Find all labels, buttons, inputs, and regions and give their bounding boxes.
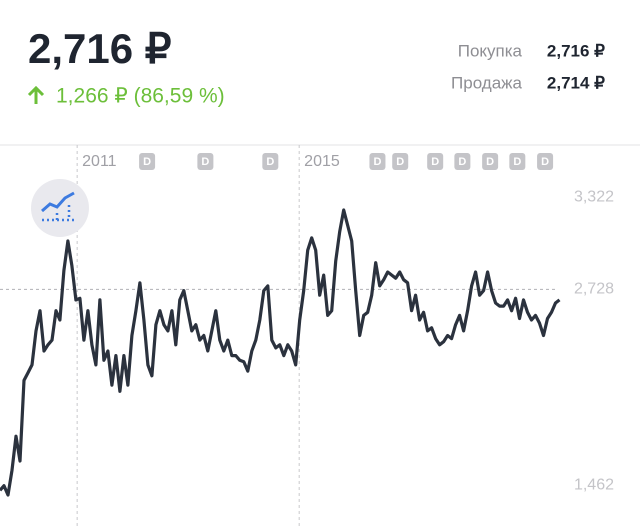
- dividend-badge: [369, 153, 386, 170]
- dividend-badge: [197, 153, 214, 170]
- dividend-badge: [262, 153, 279, 170]
- price-line: [0, 208, 561, 497]
- chart-type-button[interactable]: [31, 179, 89, 237]
- dividend-label: D: [486, 156, 494, 168]
- y-tick-label: 2,728: [574, 281, 614, 298]
- x-tick-label: 2015: [304, 153, 340, 170]
- price: 2,716 ₽: [28, 25, 172, 72]
- dividend-label: D: [201, 156, 209, 168]
- sell-value: 2,714 ₽: [547, 73, 605, 92]
- price-change: 1,266 ₽ (86,59 %): [56, 85, 225, 108]
- dividend-label: D: [513, 156, 521, 168]
- dividend-badge: [392, 153, 409, 170]
- x-tick-label: 2011: [82, 153, 117, 170]
- icon: [42, 205, 76, 222]
- dividend-label: D: [266, 156, 274, 168]
- up-arrow: [27, 85, 45, 104]
- y-tick-label: 1,462: [574, 477, 614, 494]
- icon: [41, 191, 75, 213]
- dividend-label: D: [541, 156, 549, 168]
- dividend-label: D: [396, 156, 404, 168]
- dividend-label: D: [143, 156, 151, 168]
- dividend-badge: [482, 153, 499, 170]
- dividend-badge: [537, 153, 554, 170]
- buy-value: 2,716 ₽: [547, 41, 605, 60]
- buy-label: Покупка: [458, 41, 523, 60]
- y-tick-label: 3,322: [574, 189, 614, 206]
- dividend-badge: [427, 153, 444, 170]
- dividend-label: D: [431, 156, 439, 168]
- dividend-badge: [454, 153, 471, 170]
- button-bg: [31, 179, 89, 237]
- dividend-label: D: [373, 156, 381, 168]
- sell-label: Продажа: [451, 73, 523, 92]
- dividend-label: D: [458, 156, 466, 168]
- dividend-badge: [509, 153, 526, 170]
- dividend-badge: [139, 153, 156, 170]
